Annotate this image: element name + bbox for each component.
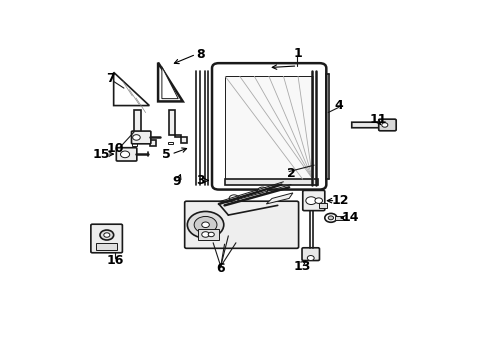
- Polygon shape: [352, 122, 382, 128]
- FancyBboxPatch shape: [185, 201, 298, 248]
- FancyBboxPatch shape: [116, 148, 137, 161]
- Bar: [224, 179, 318, 185]
- Text: 7: 7: [106, 72, 115, 85]
- Polygon shape: [267, 193, 293, 204]
- Text: 2: 2: [287, 167, 296, 180]
- Text: 4: 4: [334, 99, 343, 112]
- Text: 11: 11: [369, 113, 387, 126]
- Circle shape: [382, 123, 388, 127]
- Circle shape: [202, 222, 209, 228]
- FancyBboxPatch shape: [303, 190, 325, 211]
- Polygon shape: [114, 72, 149, 105]
- Circle shape: [133, 135, 140, 140]
- Text: 16: 16: [106, 254, 124, 267]
- Polygon shape: [162, 67, 178, 99]
- Circle shape: [315, 198, 322, 203]
- Bar: [198, 229, 219, 240]
- Text: 14: 14: [342, 211, 359, 224]
- Bar: [225, 76, 313, 179]
- Bar: [96, 243, 117, 250]
- Text: 8: 8: [196, 48, 205, 61]
- Circle shape: [100, 230, 114, 240]
- Text: 6: 6: [217, 262, 225, 275]
- Text: 15: 15: [93, 148, 110, 161]
- Circle shape: [187, 211, 224, 238]
- Polygon shape: [158, 63, 183, 102]
- Circle shape: [306, 197, 317, 204]
- Circle shape: [121, 151, 129, 158]
- Circle shape: [229, 195, 239, 202]
- Polygon shape: [134, 110, 156, 146]
- FancyBboxPatch shape: [379, 119, 396, 131]
- Text: 12: 12: [332, 194, 349, 207]
- Text: 9: 9: [173, 175, 181, 188]
- Bar: [319, 203, 327, 208]
- FancyBboxPatch shape: [212, 63, 326, 190]
- FancyBboxPatch shape: [91, 224, 122, 253]
- Circle shape: [104, 233, 110, 237]
- Text: 1: 1: [293, 47, 302, 60]
- Polygon shape: [131, 143, 137, 146]
- Circle shape: [325, 213, 337, 222]
- Circle shape: [202, 232, 209, 237]
- FancyBboxPatch shape: [302, 248, 319, 261]
- FancyBboxPatch shape: [131, 131, 151, 144]
- Circle shape: [307, 256, 314, 261]
- Circle shape: [208, 232, 214, 237]
- Circle shape: [328, 216, 334, 220]
- Bar: [336, 216, 343, 220]
- Polygon shape: [168, 141, 173, 144]
- Text: 3: 3: [196, 174, 205, 187]
- Polygon shape: [170, 110, 187, 143]
- Circle shape: [258, 187, 268, 194]
- Circle shape: [194, 216, 217, 233]
- Text: 10: 10: [106, 142, 124, 155]
- Text: 5: 5: [163, 148, 171, 161]
- Text: 13: 13: [294, 260, 311, 273]
